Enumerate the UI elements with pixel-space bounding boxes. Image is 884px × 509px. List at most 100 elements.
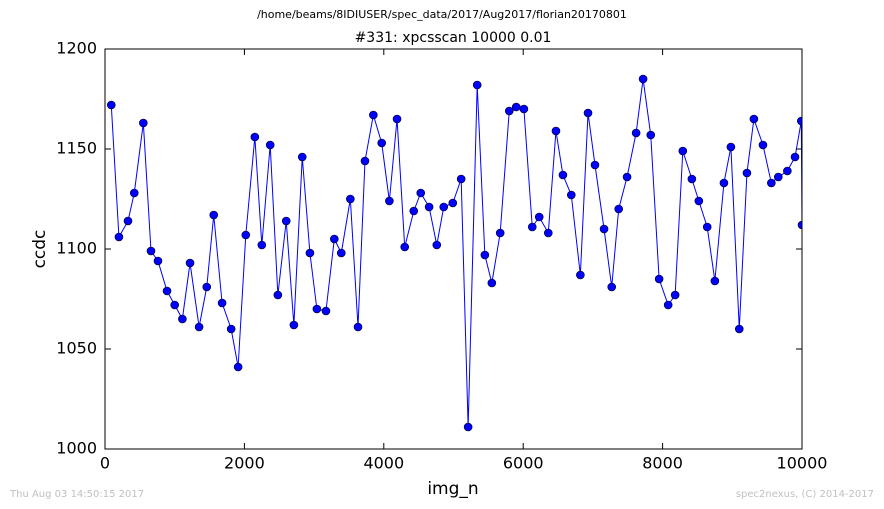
data-point bbox=[767, 178, 776, 188]
data-point bbox=[726, 142, 736, 152]
data-point bbox=[638, 74, 648, 84]
data-point bbox=[663, 300, 673, 310]
data-point bbox=[734, 324, 744, 334]
data-point bbox=[250, 132, 260, 142]
data-point bbox=[305, 248, 315, 258]
footer-right: spec2nexus, (C) 2014-2017 bbox=[736, 489, 874, 500]
data-point bbox=[797, 116, 802, 126]
data-point bbox=[511, 102, 521, 112]
data-point bbox=[519, 104, 529, 114]
data-point bbox=[321, 306, 331, 316]
data-point bbox=[487, 278, 497, 288]
data-point bbox=[185, 258, 195, 268]
data-point bbox=[209, 210, 219, 220]
x-tick-label: 10000 bbox=[777, 454, 828, 473]
data-point bbox=[233, 362, 243, 372]
data-point bbox=[599, 224, 609, 234]
data-point bbox=[774, 172, 783, 182]
data-point bbox=[377, 138, 387, 148]
data-point bbox=[353, 322, 363, 332]
chart-title: #331: xpcsscan 10000 0.01 bbox=[355, 30, 552, 46]
data-point bbox=[432, 240, 442, 250]
data-point bbox=[678, 146, 688, 156]
data-point bbox=[576, 270, 585, 280]
data-point bbox=[534, 212, 544, 222]
data-point bbox=[312, 304, 322, 314]
y-tick-label: 1150 bbox=[56, 139, 97, 158]
data-point bbox=[702, 222, 712, 232]
data-point bbox=[114, 232, 124, 242]
data-point bbox=[583, 108, 593, 118]
data-point bbox=[123, 216, 133, 226]
data-point bbox=[153, 256, 163, 266]
data-point bbox=[273, 290, 283, 300]
data-point bbox=[400, 242, 410, 252]
data-point bbox=[783, 166, 792, 176]
data-point bbox=[265, 140, 275, 150]
data-point bbox=[495, 228, 505, 238]
data-point bbox=[607, 282, 617, 292]
data-point bbox=[456, 174, 466, 184]
x-tick-label: 0 bbox=[100, 454, 110, 473]
data-point bbox=[424, 202, 434, 212]
data-point bbox=[566, 190, 576, 200]
data-point bbox=[139, 118, 148, 128]
data-point bbox=[281, 216, 291, 226]
data-point bbox=[385, 196, 394, 206]
data-point bbox=[463, 422, 473, 432]
data-point bbox=[622, 172, 632, 182]
footer-left: Thu Aug 03 14:50:15 2017 bbox=[9, 489, 144, 500]
x-tick-label: 6000 bbox=[503, 454, 544, 473]
y-tick-label: 1200 bbox=[56, 39, 97, 58]
data-point bbox=[614, 204, 623, 214]
data-point bbox=[369, 110, 378, 120]
suptitle: /home/beams/8IDIUSER/spec_data/2017/Aug2… bbox=[257, 8, 627, 21]
x-tick-label: 8000 bbox=[642, 454, 683, 473]
plot-frame bbox=[104, 48, 803, 450]
y-axis-label: ccdc bbox=[30, 230, 50, 269]
data-line bbox=[110, 78, 802, 428]
data-point bbox=[719, 178, 729, 188]
data-point bbox=[392, 114, 402, 124]
data-point bbox=[749, 114, 759, 124]
data-point bbox=[217, 298, 227, 308]
data-point bbox=[710, 276, 720, 286]
data-point bbox=[170, 300, 179, 310]
y-tick-label: 1050 bbox=[56, 339, 97, 358]
data-point bbox=[448, 198, 458, 208]
x-tick-label: 4000 bbox=[363, 454, 404, 473]
data-point bbox=[289, 320, 299, 330]
data-point bbox=[527, 222, 537, 232]
data-point bbox=[742, 168, 752, 178]
data-point bbox=[178, 314, 187, 324]
data-point bbox=[551, 126, 561, 136]
data-point bbox=[416, 188, 426, 198]
plot-area bbox=[106, 74, 802, 432]
data-point bbox=[654, 274, 664, 284]
data-point bbox=[631, 128, 641, 138]
data-point bbox=[162, 286, 172, 296]
data-point bbox=[257, 240, 267, 250]
data-point bbox=[129, 188, 139, 198]
x-tick-label: 2000 bbox=[224, 454, 265, 473]
data-point bbox=[590, 160, 600, 170]
data-point bbox=[439, 202, 449, 212]
data-point bbox=[694, 196, 704, 206]
y-tick-label: 1000 bbox=[56, 439, 97, 458]
data-point bbox=[409, 206, 419, 216]
data-point bbox=[360, 156, 370, 166]
data-point bbox=[687, 174, 697, 184]
data-point bbox=[504, 106, 514, 116]
x-axis-label: img_n bbox=[427, 479, 478, 499]
data-point bbox=[106, 100, 116, 110]
data-point bbox=[646, 130, 656, 140]
data-point bbox=[330, 234, 339, 244]
data-point bbox=[480, 250, 490, 260]
data-point bbox=[194, 322, 204, 332]
data-point bbox=[202, 282, 212, 292]
data-point bbox=[226, 324, 236, 334]
data-point bbox=[297, 152, 307, 162]
y-tick-label: 1100 bbox=[56, 239, 97, 258]
data-point bbox=[558, 170, 568, 180]
data-point bbox=[146, 246, 156, 256]
